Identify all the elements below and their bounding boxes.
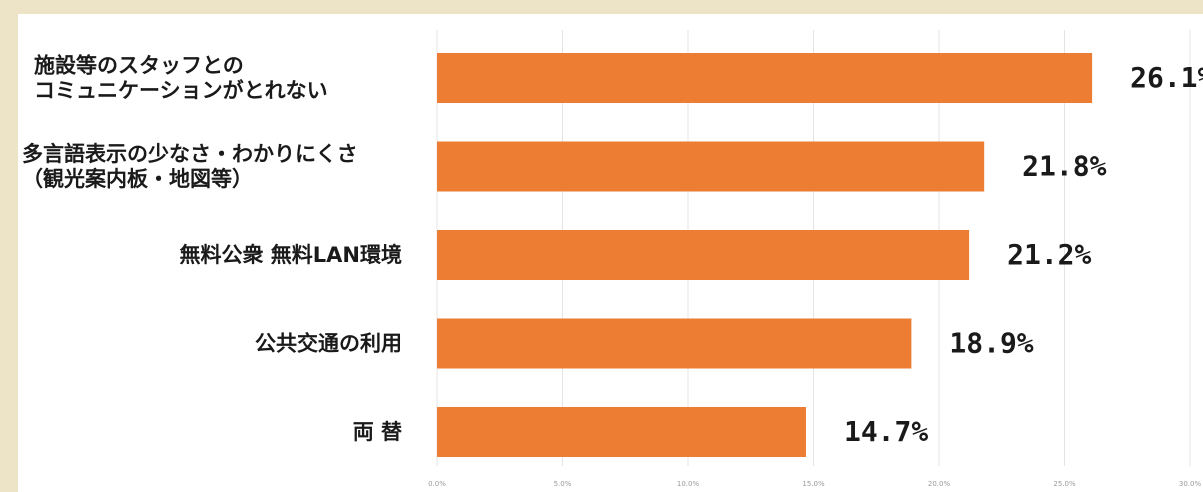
category-label: コミュニケーションがとれない <box>34 79 328 103</box>
category-label: 無料公衆 無料LAN環境 <box>179 243 402 267</box>
bar[interactable] <box>437 53 1093 103</box>
value-label: 26.1% <box>1130 61 1203 94</box>
category-label: 多言語表示の少なさ・わかりにくさ <box>22 142 358 166</box>
value-label: 21.2% <box>1007 238 1091 271</box>
bar[interactable] <box>437 318 912 369</box>
bar-chart: 0.0% 5.0% 10.0% 15.0% 20.0% 25.0% 30.0% 施設等のスタッ… <box>22 30 1203 488</box>
category-label: 公共交通の利用 <box>255 332 402 356</box>
chart-card: 0.0% 5.0% 10.0% 15.0% 20.0% 25.0% 30.0% 施設等のスタッ… <box>18 14 1203 492</box>
x-tick-label: 20.0% <box>928 480 951 488</box>
bar[interactable] <box>437 407 806 457</box>
category-label: 施設等のスタッフとの <box>34 54 244 78</box>
bar[interactable] <box>437 230 970 280</box>
x-tick-label: 25.0% <box>1053 480 1076 488</box>
x-tick-label: 10.0% <box>677 480 700 488</box>
value-label: 21.8% <box>1022 150 1106 183</box>
value-label: 18.9% <box>949 327 1033 360</box>
category-label: 両 替 <box>353 420 402 444</box>
x-tick-label: 0.0% <box>428 480 446 488</box>
x-tick-label: 15.0% <box>802 480 825 488</box>
x-tick-label: 5.0% <box>554 480 572 488</box>
value-label: 14.7% <box>844 415 928 448</box>
bar[interactable] <box>437 141 985 192</box>
category-label: （観光案内板・地図等） <box>22 167 253 191</box>
x-tick-label: 30.0% <box>1179 480 1202 488</box>
